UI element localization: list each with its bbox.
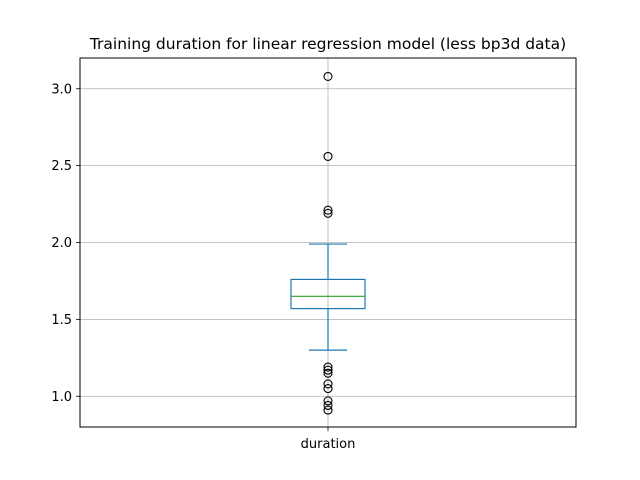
outlier-point <box>323 405 333 415</box>
outlier-point <box>323 151 333 161</box>
grid-lines <box>80 58 576 427</box>
y-tick-label: 2.5 <box>51 159 72 174</box>
y-tick-label: 2.0 <box>51 236 72 251</box>
outlier-point <box>323 205 333 215</box>
outlier-point <box>323 396 333 406</box>
outlier-point <box>323 379 333 389</box>
outlier-point <box>323 362 333 372</box>
outlier-point <box>323 208 333 218</box>
y-tick-label: 1.5 <box>51 313 72 328</box>
outlier-points <box>323 71 333 415</box>
y-tick-label: 3.0 <box>51 82 72 97</box>
outlier-point <box>323 71 333 81</box>
outlier-point <box>323 365 333 375</box>
outlier-point <box>323 384 333 394</box>
iqr-box <box>290 278 366 310</box>
x-tick-label: duration <box>301 437 356 452</box>
outlier-point <box>323 368 333 378</box>
chart-title: Training duration for linear regression … <box>89 35 566 53</box>
y-axis-ticks: 1.0 1.5 2.0 2.5 3.0 <box>51 82 80 405</box>
x-axis-ticks: duration <box>301 427 356 452</box>
y-tick-label: 1.0 <box>51 390 72 405</box>
outlier-point <box>323 400 333 411</box>
box-plot <box>290 243 366 351</box>
